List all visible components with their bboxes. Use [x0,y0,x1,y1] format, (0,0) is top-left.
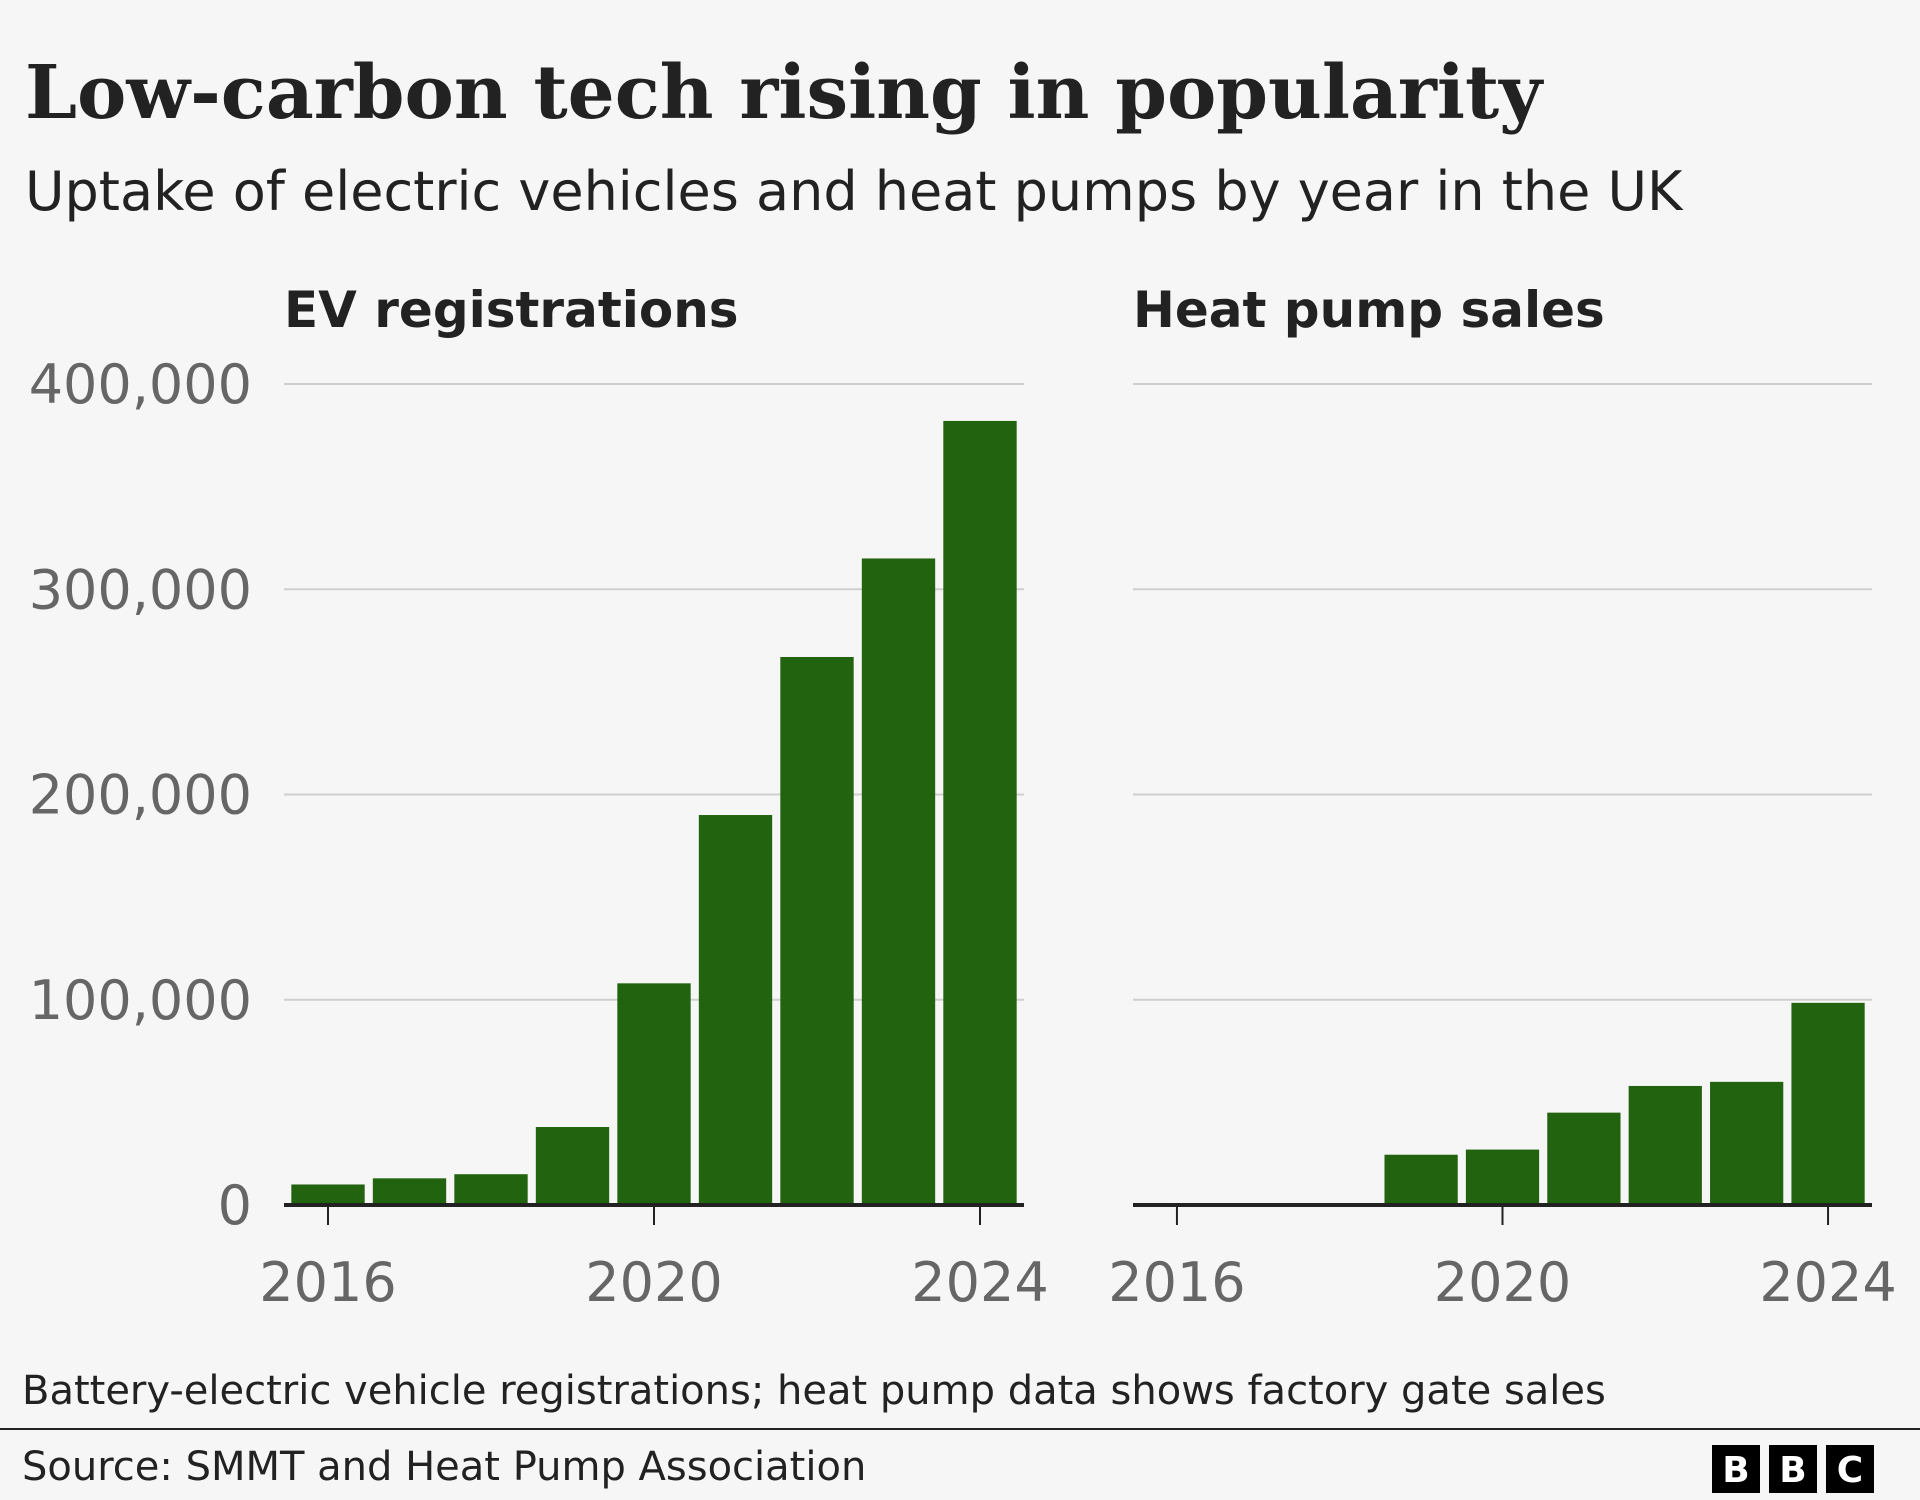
panel-title: EV registrations [284,281,739,339]
y-tick-label: 200,000 [29,764,252,827]
chart-title: Low-carbon tech rising in popularity [25,50,1544,136]
bar [535,1127,610,1205]
bar [698,815,773,1205]
x-tick-label: 2016 [259,1251,396,1314]
x-tick-label: 2016 [1108,1251,1245,1314]
panel-title: Heat pump sales [1133,281,1605,339]
source: Source: SMMT and Heat Pump Association [22,1444,866,1490]
logo-letter: B [1722,1450,1749,1491]
bar [1710,1081,1784,1205]
bar [1791,1002,1865,1205]
bar [617,983,691,1205]
bar [1465,1149,1540,1205]
bar [454,1174,528,1205]
x-tick-label: 2020 [585,1251,722,1314]
logo-box [1826,1445,1874,1493]
bar [861,558,936,1205]
x-tick-label: 2024 [1759,1251,1896,1314]
bar [780,656,854,1205]
logo-letter: B [1779,1450,1806,1491]
y-tick-label: 0 [218,1174,252,1237]
logo-letter: C [1837,1450,1863,1491]
y-tick-label: 100,000 [29,969,252,1032]
bar [372,1178,447,1205]
y-tick-label: 300,000 [29,558,252,621]
chart-subtitle: Uptake of electric vehicles and heat pum… [25,160,1684,223]
bar [291,1184,365,1205]
logo-box [1712,1445,1760,1493]
y-tick-label: 400,000 [29,353,252,416]
x-tick-label: 2024 [911,1251,1048,1314]
bar [1628,1085,1702,1205]
logo-box [1769,1445,1817,1493]
note: Battery-electric vehicle registrations; … [22,1368,1606,1414]
bar [1547,1112,1621,1205]
bar [943,420,1017,1205]
x-tick-label: 2020 [1434,1251,1571,1314]
bar [1384,1154,1458,1205]
